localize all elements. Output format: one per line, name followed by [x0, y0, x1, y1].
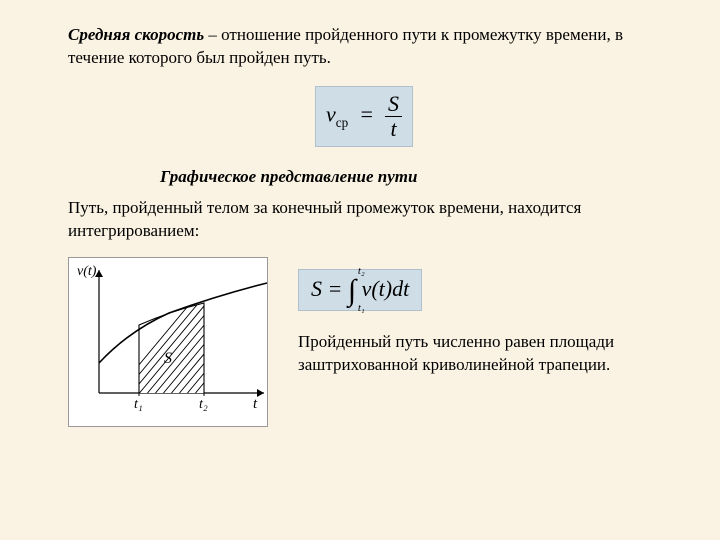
formula-integral: S = ∫t₂t₁ v(t)dt [298, 269, 422, 311]
y-axis-label: v(t) [77, 264, 97, 279]
integration-paragraph: Путь, пройденный телом за конечный проме… [68, 197, 660, 243]
integral-limits: ∫t₂t₁ [348, 276, 356, 306]
x-axis-label: t [253, 396, 258, 412]
formula1-row: vср = S t [68, 86, 660, 147]
s-label: S [164, 350, 172, 367]
graph-and-text-row: v(t) t t₁ t₂ S S = ∫t₂t₁ v(t)dt Пройденн… [68, 257, 660, 427]
formula2-integrand: v(t)dt [362, 276, 410, 301]
formula-avg-speed: vср = S t [315, 86, 413, 147]
formula1-den: t [385, 117, 402, 140]
t2-label: t₂ [199, 397, 208, 412]
shaded-trapezoid [139, 303, 204, 393]
definition-paragraph: Средняя скорость – отношение пройденного… [68, 24, 660, 70]
section-heading: Графическое представление пути [160, 167, 660, 187]
formula1-lhs-sym: v [326, 101, 336, 126]
formula1-num: S [385, 93, 402, 117]
integral-sign-icon: ∫ [348, 276, 356, 306]
formula1-lhs-sub: ср [336, 115, 348, 130]
velocity-graph: v(t) t t₁ t₂ S [68, 257, 268, 427]
limit-lower: t₁ [358, 303, 365, 314]
formula2-S: S [311, 276, 322, 301]
term-avg-speed: Средняя скорость [68, 25, 204, 44]
x-arrow-icon [257, 389, 264, 397]
formula1-fraction: S t [385, 93, 402, 140]
limit-upper: t₂ [358, 266, 365, 277]
area-paragraph: Пройденный путь численно равен площади з… [298, 331, 660, 377]
formula2-row: S = ∫t₂t₁ v(t)dt [298, 269, 660, 311]
t1-label: t₁ [134, 397, 143, 412]
right-column: S = ∫t₂t₁ v(t)dt Пройденный путь численн… [298, 257, 660, 377]
